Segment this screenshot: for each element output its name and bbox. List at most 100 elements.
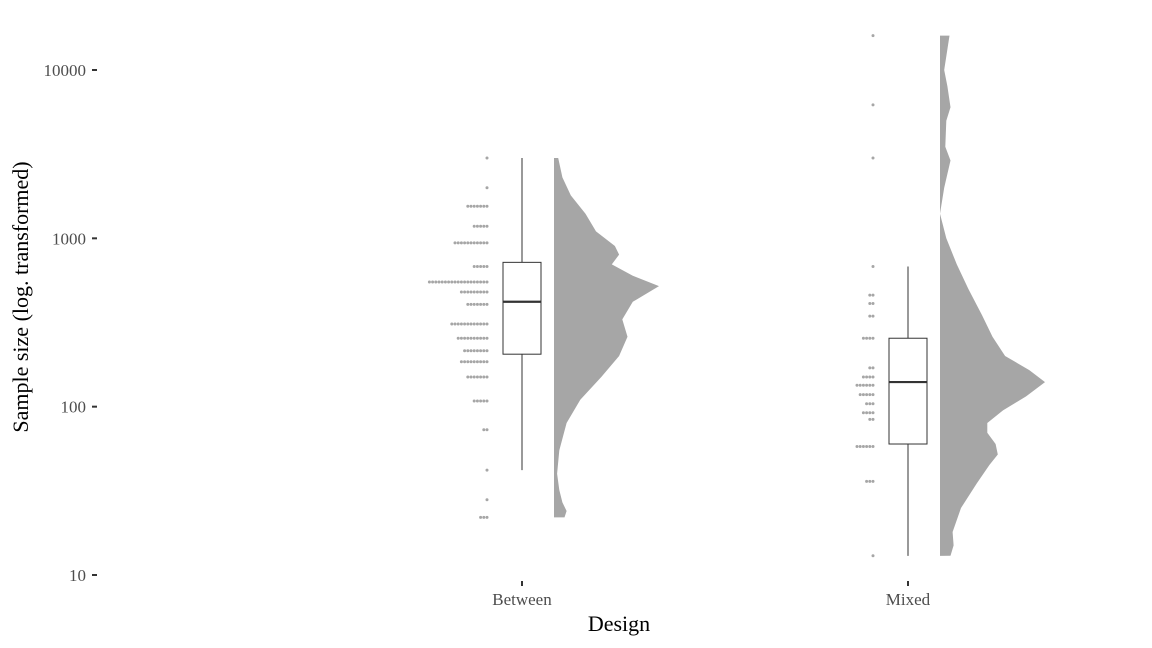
data-point — [475, 302, 479, 306]
data-point — [871, 417, 875, 421]
data-point — [858, 445, 862, 448]
data-point — [466, 336, 470, 340]
data-point — [858, 393, 862, 397]
data-point — [868, 336, 872, 340]
data-point — [453, 241, 457, 245]
data-point — [868, 411, 872, 415]
data-point — [485, 204, 489, 208]
data-point — [479, 265, 483, 268]
data-point — [479, 322, 483, 326]
data-point — [469, 290, 473, 294]
iqr-box — [888, 337, 928, 445]
data-point — [485, 302, 489, 306]
y-axis-title: Sample size (log. transformed) — [8, 161, 33, 432]
data-point — [482, 280, 486, 284]
data-point — [472, 265, 476, 268]
data-point — [868, 314, 872, 318]
data-point — [482, 375, 486, 379]
data-point — [475, 224, 479, 228]
data-point — [431, 280, 435, 284]
data-point — [466, 349, 470, 353]
group-mixed — [855, 34, 1045, 558]
data-point — [861, 383, 865, 387]
data-point — [482, 290, 486, 294]
data-point — [450, 280, 454, 284]
data-point — [472, 349, 476, 353]
data-point — [475, 204, 479, 208]
data-point — [485, 280, 489, 284]
data-point — [466, 322, 470, 326]
data-point — [868, 302, 872, 305]
data-point — [466, 360, 470, 364]
y-tick-label: 1000 — [52, 229, 86, 248]
data-point — [868, 366, 872, 370]
data-point — [427, 280, 431, 284]
data-point — [472, 280, 476, 284]
data-point — [475, 280, 479, 284]
data-point — [868, 375, 872, 379]
data-point — [475, 322, 479, 326]
data-point — [463, 241, 467, 245]
y-tick-label: 100 — [61, 398, 87, 417]
data-point — [865, 375, 869, 379]
data-point — [485, 265, 489, 268]
data-point — [469, 280, 473, 284]
data-point — [459, 336, 463, 340]
data-point — [475, 336, 479, 340]
data-point — [466, 290, 470, 294]
data-point — [485, 336, 489, 340]
data-point — [472, 241, 476, 245]
density-cloud — [554, 158, 659, 518]
data-point — [479, 241, 483, 245]
data-point — [459, 290, 463, 294]
data-point — [871, 265, 875, 268]
data-point — [868, 417, 872, 421]
density-cloud — [940, 35, 1045, 556]
data-point — [479, 302, 483, 306]
data-point — [865, 402, 869, 406]
data-point — [475, 375, 479, 379]
data-point — [463, 336, 467, 340]
data-point — [456, 241, 460, 245]
data-point — [475, 265, 479, 268]
data-point — [469, 204, 473, 208]
data-point — [485, 515, 489, 519]
data-point — [479, 360, 483, 364]
data-point — [466, 375, 470, 379]
data-point — [479, 375, 483, 379]
data-point — [865, 393, 869, 397]
data-point — [871, 402, 875, 406]
data-point — [482, 428, 486, 432]
data-point — [479, 336, 483, 340]
data-point — [459, 360, 463, 364]
y-tick-label: 10000 — [44, 61, 87, 80]
data-point — [453, 322, 457, 326]
data-point — [482, 224, 486, 228]
x-tick-label: Between — [492, 590, 552, 609]
data-point — [861, 336, 865, 340]
data-point — [485, 290, 489, 294]
data-point — [463, 280, 467, 284]
data-point — [485, 498, 489, 502]
data-point — [472, 336, 476, 340]
data-point — [865, 445, 869, 448]
data-point — [868, 293, 872, 297]
data-point — [871, 445, 875, 448]
data-point — [871, 34, 875, 38]
data-point — [868, 393, 872, 397]
data-point — [871, 554, 875, 558]
data-point — [871, 375, 875, 379]
data-point — [472, 375, 476, 379]
data-point — [453, 280, 457, 284]
x-axis-title: Design — [588, 611, 650, 636]
data-point — [469, 336, 473, 340]
data-point — [466, 280, 470, 284]
data-point — [466, 302, 470, 306]
data-point — [861, 445, 865, 448]
data-point — [463, 360, 467, 364]
data-point — [479, 280, 483, 284]
data-point — [434, 280, 438, 284]
data-point — [472, 224, 476, 228]
data-point — [855, 445, 859, 448]
